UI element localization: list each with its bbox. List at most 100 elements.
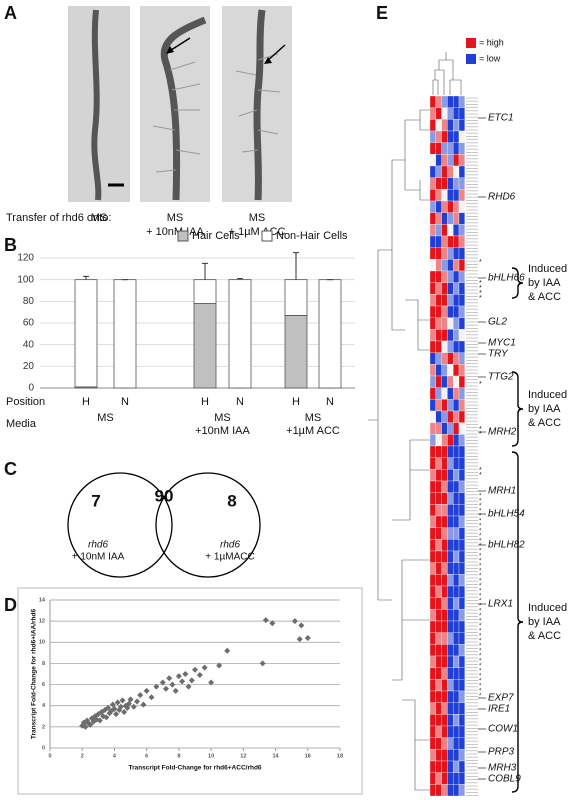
heatmap-cell [447,224,454,237]
heatmap-cell [441,597,448,610]
asterisk: * [479,519,482,525]
y-tick-label: 120 [17,253,34,264]
y-tick-label: 8 [42,661,45,667]
heatmap-cell [453,119,460,132]
point [291,618,298,625]
heatmap-cell [429,749,436,762]
y-tick-label: 100 [17,274,34,285]
heatmap-cell [453,340,460,353]
condition-label: MS [249,212,266,224]
asterisk: * [479,290,482,297]
heatmap-cell [429,107,436,120]
heatmap-cell [429,457,436,470]
heatmap-cell [441,655,448,668]
heatmap-cell [453,177,460,190]
heatmap-cell [447,655,454,668]
heatmap-cell [429,130,436,143]
heatmap-cell [441,620,448,633]
heatmap-cell [453,702,460,715]
heatmap-cell [435,305,442,318]
heatmap-cell [447,422,454,435]
heatmap-cell [447,632,454,645]
dendrogram-top [432,52,462,95]
heatmap-cell [453,317,460,330]
asterisk: * [479,674,482,680]
point [82,723,89,730]
heatmap-cell [435,445,442,458]
panel-label: E [376,3,388,23]
heatmap-cell [441,445,448,458]
heatmap-cell [458,760,465,773]
heatmap-cell [458,492,465,505]
heatmap-cell [453,282,460,295]
heatmap-cell [447,504,454,517]
x-tick-label: 18 [337,753,343,759]
heatmap-cell [453,329,460,342]
asterisk: * [479,649,482,655]
group-label: MS [97,412,114,424]
point [208,679,215,686]
heatmap-cell [429,480,436,493]
asterisk: * [479,689,482,695]
heatmap-cell [441,142,448,155]
asterisk: * [479,694,482,700]
heatmap-cell [435,515,442,528]
heatmap-cell [429,224,436,237]
heatmap-cell [441,504,448,517]
panel-label: D [4,595,17,615]
heatmap-cell [447,597,454,610]
heatmap-cell [453,504,460,517]
heatmap-cell [447,772,454,785]
gene-label: MYC1 [488,338,516,349]
asterisk: * [479,594,482,600]
heatmap-cell [447,387,454,400]
heatmap-cell [435,539,442,552]
heatmap-cell [453,620,460,633]
legend-swatch [466,54,476,64]
heatmap-cell [458,154,465,167]
venn-count: 7 [91,491,100,510]
heatmap-cell [453,667,460,680]
y-tick-label: 4 [42,703,46,709]
heatmap-cell [458,515,465,528]
y-tick-label: 40 [23,339,35,350]
venn-count: 90 [155,486,174,505]
asterisk: * [479,614,482,620]
asterisk: * [479,584,482,590]
heatmap-cell [429,760,436,773]
asterisk: * [479,669,482,675]
heatmap-cell [441,352,448,365]
x-tick-label: 16 [305,753,311,759]
point [117,703,124,710]
point [103,714,110,721]
heatmap-cell [441,305,448,318]
heatmap-cell [435,329,442,342]
y-tick-label: 20 [23,361,35,372]
gene-label: IRE1 [488,704,510,715]
point [143,687,150,694]
asterisk: * [479,539,482,545]
heatmap-cell [429,142,436,155]
heatmap-cell [453,632,460,645]
panel-label: A [4,3,17,23]
heatmap-cell [429,469,436,482]
heatmap-cell [458,725,465,738]
heatmap-cell [435,375,442,388]
x-tick-label: N [236,396,244,408]
brace-label: by IAA [528,616,561,628]
heatmap-cell [441,189,448,202]
heatmap-cell [447,212,454,225]
point [159,679,166,686]
heatmap-cell [453,749,460,762]
heatmap-cell [429,667,436,680]
brace-label: by IAA [528,277,561,289]
heatmap-cell [429,259,436,272]
root [91,9,102,201]
heatmap-cell [435,294,442,307]
heatmap-cell [458,259,465,272]
heatmap-cell [447,364,454,377]
bar-segment [284,279,308,316]
heatmap-cell [441,690,448,703]
asterisk: * [479,381,482,388]
heatmap-cell [435,177,442,190]
